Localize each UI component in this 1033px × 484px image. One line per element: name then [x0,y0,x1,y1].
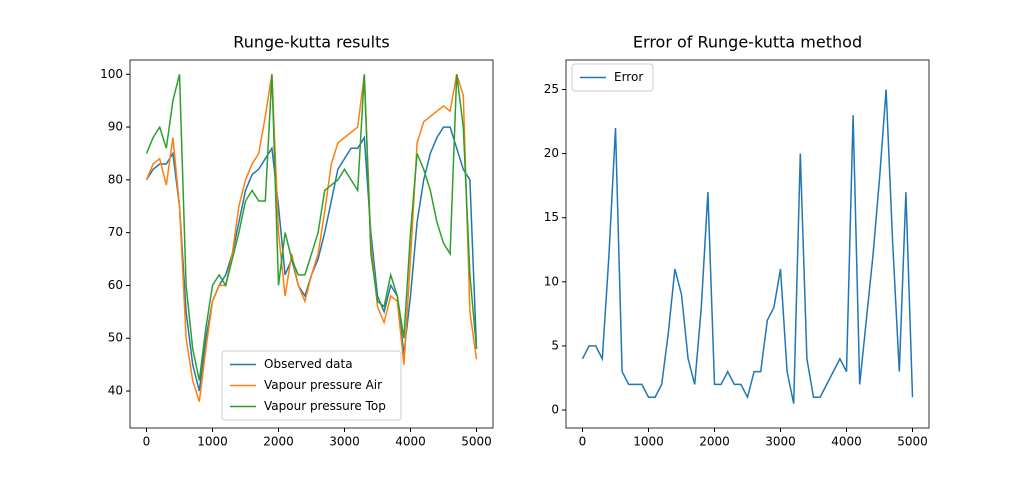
legend-box [571,63,654,92]
x-tick-label: 1000 [633,435,664,449]
x-tick-label: 4000 [831,435,862,449]
y-tick-label: 5 [551,338,559,352]
y-tick-label: 60 [108,278,123,292]
axes-frame [129,59,494,429]
series-line [581,89,914,404]
series-line [145,74,478,402]
chart-title: Error of Runge-kutta method [633,33,862,52]
x-tick-label: 2000 [263,435,294,449]
legend-label: Vapour pressure Air [264,378,382,392]
chart-title: Runge-kutta results [233,33,389,52]
y-tick-label: 10 [544,274,559,288]
legend-label: Error [614,70,643,84]
x-tick-label: 3000 [765,435,796,449]
legend-box [221,350,402,421]
y-tick-label: 20 [544,146,559,160]
y-tick-label: 80 [108,172,123,186]
x-tick-label: 5000 [461,435,492,449]
x-tick-label: 2000 [699,435,730,449]
x-tick-label: 3000 [329,435,360,449]
legend-label: Observed data [264,357,353,371]
y-tick-label: 0 [551,403,559,417]
x-tick-label: 4000 [395,435,426,449]
x-tick-label: 1000 [197,435,228,449]
y-tick-label: 25 [544,82,559,96]
y-tick-label: 50 [108,331,123,345]
x-tick-label: 5000 [897,435,928,449]
series-line [145,74,478,381]
x-tick-label: 0 [579,435,587,449]
y-tick-label: 100 [100,67,123,81]
y-tick-label: 70 [108,225,123,239]
y-tick-label: 90 [108,120,123,134]
x-tick-label: 0 [143,435,151,449]
legend-label: Vapour pressure Top [264,399,386,413]
y-tick-label: 40 [108,384,123,398]
y-tick-label: 15 [544,210,559,224]
axes-frame [565,59,930,429]
